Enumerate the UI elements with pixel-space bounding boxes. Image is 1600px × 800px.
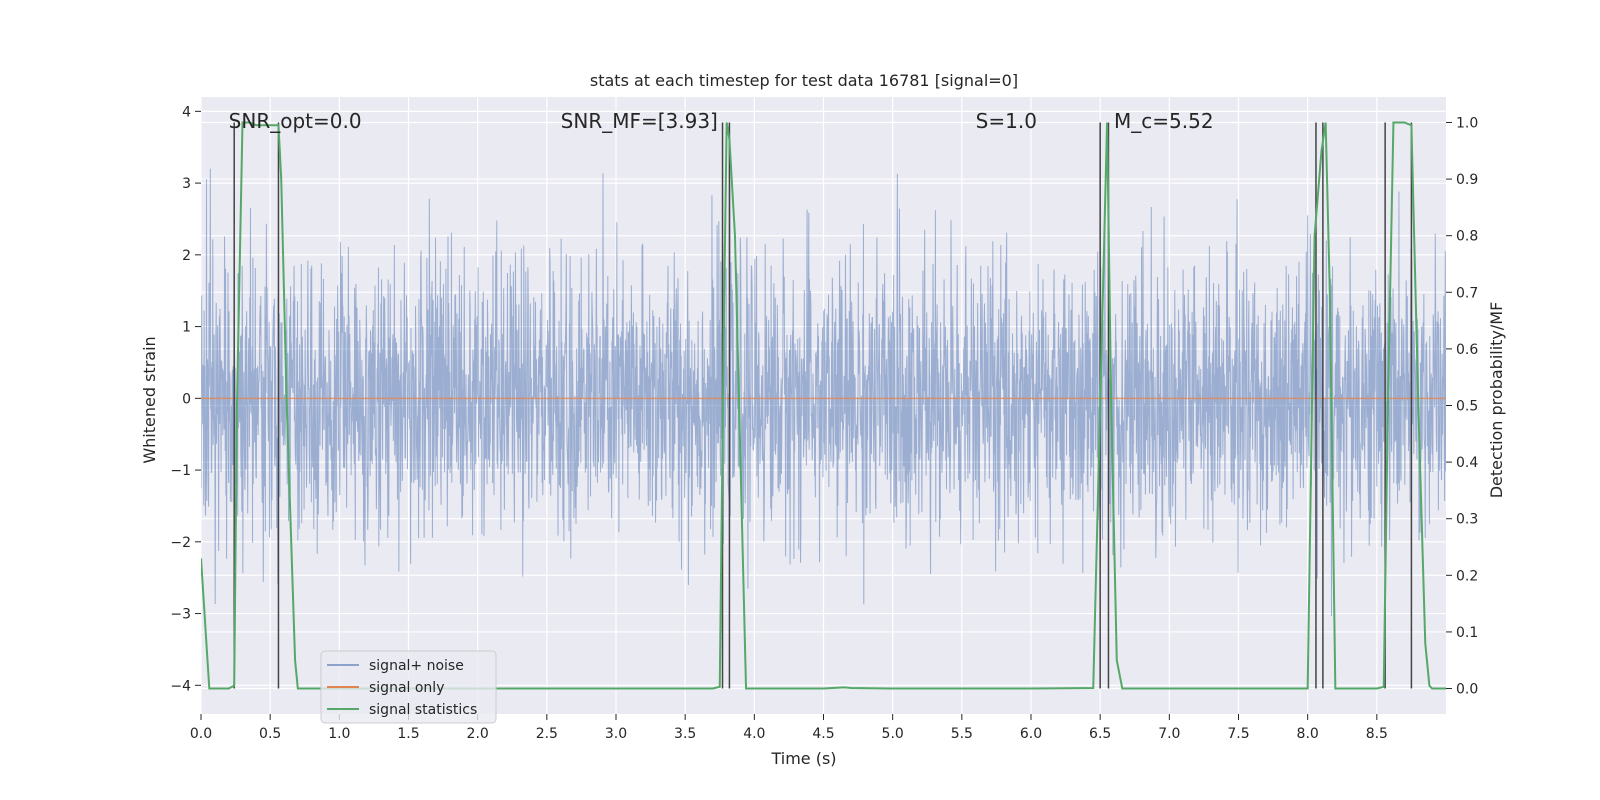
y-axis-right: 0.0 0.1 0.2 0.3 0.4 0.5 0.6 0.7 0.8 0.9 1.0 [1446, 115, 1478, 698]
y2-tick-label: 1.0 [1456, 115, 1478, 131]
y-tick-label: 4 [182, 104, 191, 120]
y-tick-label: 3 [182, 176, 191, 192]
x-tick-label: 3.5 [674, 726, 696, 742]
y-tick-label: −4 [170, 678, 191, 694]
x-tick-label: 4.0 [743, 726, 765, 742]
x-axis-title: Time (s) [770, 749, 836, 768]
annotations: SNR_opt=0.0 SNR_MF=[3.93] S=1.0 M_c=5.52 [229, 109, 1214, 133]
y-tick-label: 2 [182, 248, 191, 264]
signal-statistics-line [201, 121, 1446, 690]
annotation: M_c=5.52 [1114, 109, 1214, 133]
annotation: SNR_opt=0.0 [229, 109, 362, 133]
annotation: S=1.0 [976, 109, 1037, 133]
series-signal-statistics [201, 121, 1446, 690]
legend-label: signal only [369, 680, 444, 696]
y-axis-left: −4 −3 −2 −1 0 1 2 3 4 [170, 104, 201, 694]
y2-tick-label: 0.9 [1456, 172, 1478, 188]
x-tick-label: 1.5 [397, 726, 419, 742]
y-tick-label: −3 [170, 607, 191, 623]
y2-tick-label: 0.3 [1456, 512, 1478, 528]
x-tick-label: 2.5 [536, 726, 558, 742]
x-tick-label: 7.0 [1158, 726, 1180, 742]
series-signal-noise [201, 168, 1446, 617]
y2-tick-label: 0.4 [1456, 455, 1478, 471]
x-tick-label: 5.0 [882, 726, 904, 742]
y2-tick-label: 0.1 [1456, 625, 1478, 641]
x-tick-label: 3.0 [605, 726, 627, 742]
y-tick-label: 1 [182, 320, 191, 336]
y2-tick-label: 0.5 [1456, 399, 1478, 415]
legend-label: signal+ noise [369, 658, 464, 674]
y2-tick-label: 0.0 [1456, 682, 1478, 698]
y2-tick-label: 0.7 [1456, 285, 1478, 301]
x-tick-label: 1.0 [328, 726, 350, 742]
x-tick-label: 0.5 [259, 726, 281, 742]
x-tick-label: 4.5 [812, 726, 834, 742]
legend-label: signal statistics [369, 702, 477, 718]
legend-box [320, 650, 497, 724]
y-axis-right-title: Detection probability/MF [1487, 302, 1506, 499]
x-tick-label: 7.5 [1227, 726, 1249, 742]
y2-tick-label: 0.2 [1456, 568, 1478, 584]
x-tick-label: 8.5 [1366, 726, 1388, 742]
y-axis-left-title: Whitened strain [140, 336, 159, 463]
x-tick-label: 8.0 [1297, 726, 1319, 742]
y-tick-label: −2 [170, 535, 191, 551]
y-tick-label: 0 [182, 391, 191, 407]
x-tick-label: 0.0 [190, 726, 212, 742]
x-tick-label: 5.5 [951, 726, 973, 742]
x-tick-label: 6.5 [1089, 726, 1111, 742]
plot-area [201, 121, 1446, 690]
x-tick-label: 6.0 [1020, 726, 1042, 742]
x-tick-label: 2.0 [467, 726, 489, 742]
chart-title: stats at each timestep for test data 167… [590, 71, 1018, 90]
annotation: SNR_MF=[3.93] [561, 109, 718, 133]
y2-tick-label: 0.6 [1456, 342, 1478, 358]
x-axis: 0.0 0.5 1.0 1.5 2.0 2.5 3.0 3.5 4.0 4.5 5.0 5.5 6.0 6… [190, 714, 1388, 742]
signal-noise-line [201, 168, 1446, 617]
legend: signal+ noise signal only signal statistic… [320, 650, 497, 724]
y2-tick-label: 0.8 [1456, 229, 1478, 245]
y-tick-label: −1 [170, 463, 191, 479]
